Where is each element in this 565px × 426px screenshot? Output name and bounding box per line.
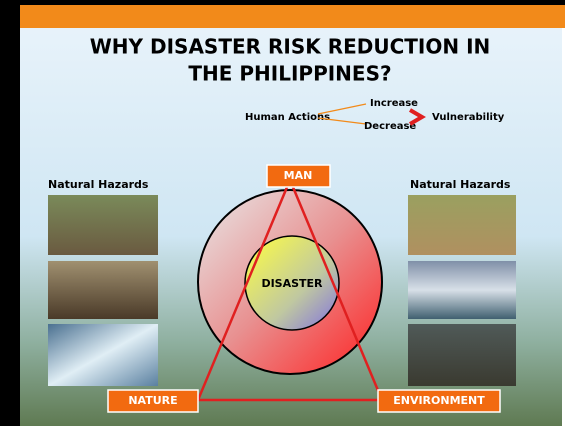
legend-down: Decrease [364, 121, 416, 132]
header-band [20, 5, 565, 28]
legend-target: Vulnerability [432, 112, 505, 123]
center-label: DISASTER [261, 277, 323, 290]
vertex-label: NATURE [128, 394, 177, 407]
panel-title: Natural Hazards [48, 178, 149, 191]
photo [48, 261, 158, 319]
title-line: THE PHILIPPINES? [188, 62, 391, 86]
title-line: WHY DISASTER RISK REDUCTION IN [90, 35, 491, 59]
photo [408, 261, 516, 319]
legend-up: Increase [370, 98, 418, 109]
photo [48, 195, 158, 255]
slide: WHY DISASTER RISK REDUCTION IN THE PHILI… [0, 0, 565, 426]
photo [408, 324, 516, 386]
vertex-label: ENVIRONMENT [393, 394, 485, 407]
panel-title: Natural Hazards [410, 178, 511, 191]
photo [408, 195, 516, 255]
photo [48, 324, 158, 386]
vertex-label: MAN [284, 169, 313, 182]
legend-source: Human Actions [245, 112, 330, 123]
